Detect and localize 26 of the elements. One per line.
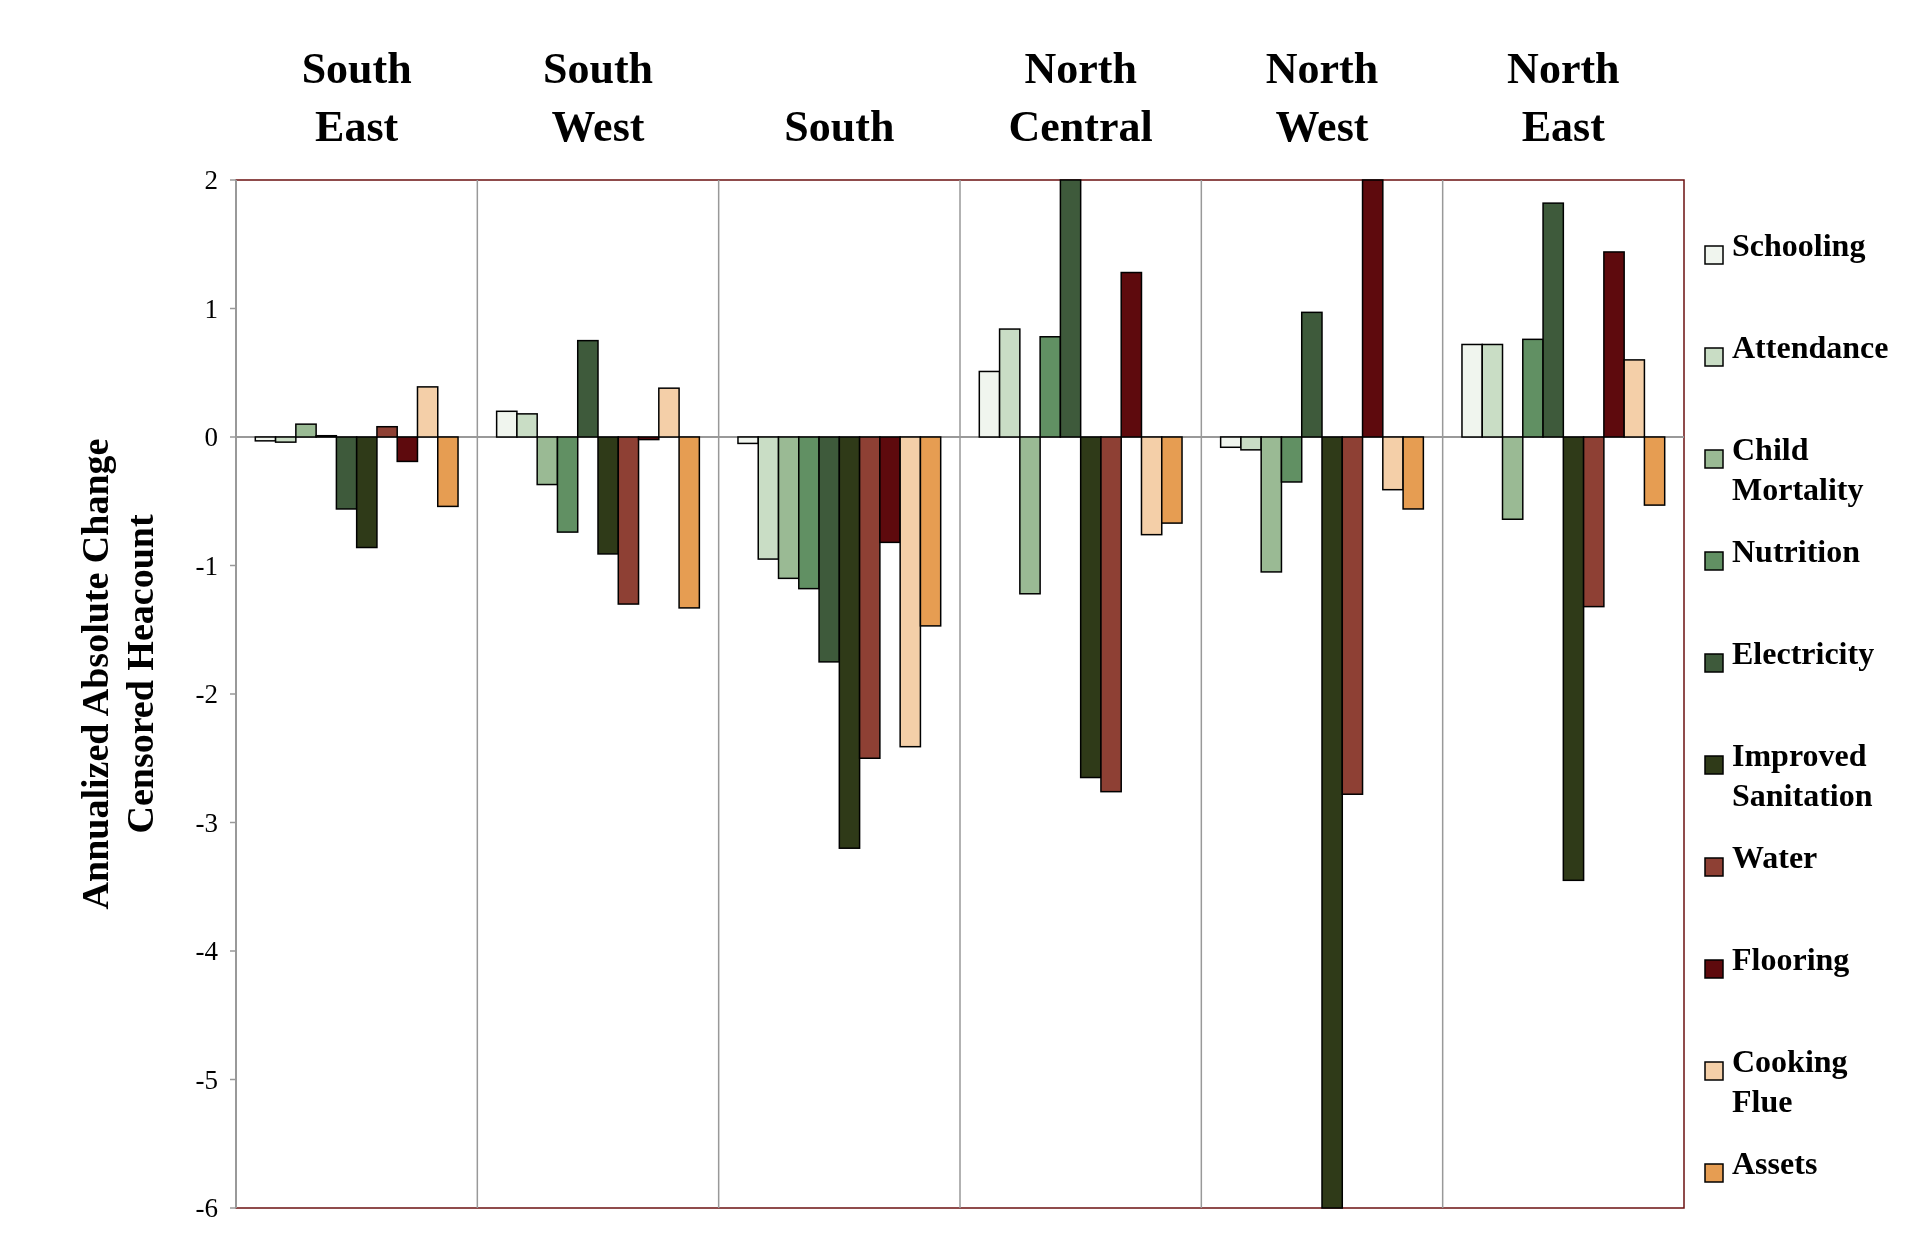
y-tick-label: -5	[195, 1064, 218, 1095]
x-tick-label: North West	[1265, 44, 1379, 151]
y-tick-label: -4	[195, 936, 219, 967]
y-tick-label: -3	[195, 807, 218, 838]
legend-label: Flooring	[1732, 941, 1850, 977]
legend-label: Electricity	[1732, 635, 1875, 671]
y-tick-label: 2	[204, 165, 218, 196]
legend-label: Schooling	[1732, 227, 1866, 263]
y-tick-label: -1	[195, 550, 218, 581]
y-axis-title: Annualized Absolute Change Censored Heacount	[74, 438, 161, 910]
x-tick-label: South West	[542, 44, 654, 151]
y-tick-label: 1	[204, 293, 218, 324]
legend-label: Nutrition	[1732, 533, 1861, 569]
legend-label: Assets	[1732, 1145, 1818, 1181]
y-tick-label: 0	[204, 422, 218, 453]
y-tick-label: -6	[195, 1193, 218, 1224]
x-tick-label: South	[784, 102, 895, 151]
legend-label: Water	[1732, 839, 1818, 875]
x-tick-label: South East	[301, 44, 412, 151]
x-tick-label: North East	[1507, 44, 1620, 151]
legend-label: Child Mortality	[1732, 431, 1864, 507]
legend-label: Cooking Flue	[1732, 1043, 1848, 1119]
y-tick-label: -2	[195, 679, 218, 710]
x-tick-label: North Central	[1008, 44, 1153, 151]
legend-label: Attendance	[1732, 329, 1889, 365]
legend-label: Improved Sanitation	[1732, 737, 1873, 813]
